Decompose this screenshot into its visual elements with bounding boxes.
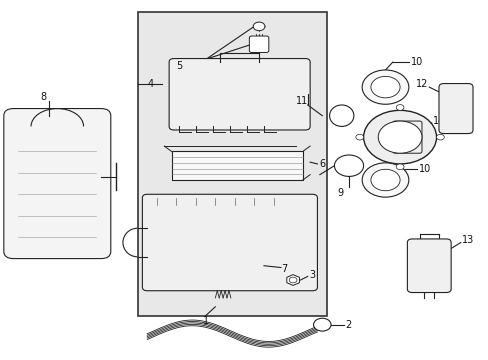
FancyBboxPatch shape [4,109,111,258]
FancyBboxPatch shape [407,239,450,293]
Circle shape [436,134,444,140]
FancyBboxPatch shape [392,121,421,153]
Circle shape [334,155,363,176]
FancyBboxPatch shape [169,59,309,130]
Circle shape [370,169,399,191]
FancyBboxPatch shape [249,36,268,53]
Bar [171,152,302,180]
Text: 9: 9 [336,188,342,198]
Circle shape [362,163,408,197]
Text: 8: 8 [41,92,47,102]
Circle shape [395,164,403,170]
Text: 4: 4 [147,78,153,89]
Circle shape [362,70,408,104]
Circle shape [370,76,399,98]
Circle shape [313,318,330,331]
FancyBboxPatch shape [438,84,472,134]
Text: 3: 3 [308,270,315,280]
Bar [137,12,326,316]
Text: 13: 13 [461,235,473,245]
Circle shape [395,105,403,111]
Text: 11: 11 [295,96,307,107]
Text: 2: 2 [345,320,351,330]
Text: 5: 5 [176,61,183,71]
Polygon shape [286,275,299,285]
Circle shape [288,277,296,283]
Circle shape [253,22,264,31]
Text: 1: 1 [203,316,209,326]
FancyBboxPatch shape [142,194,317,291]
Circle shape [377,121,421,153]
Text: 10: 10 [410,57,422,67]
Circle shape [355,134,363,140]
Text: 12: 12 [415,79,427,89]
Text: 6: 6 [319,159,325,169]
Text: 7: 7 [281,264,286,274]
Circle shape [363,111,436,164]
Text: 10: 10 [418,164,430,174]
Text: 14: 14 [432,116,444,126]
